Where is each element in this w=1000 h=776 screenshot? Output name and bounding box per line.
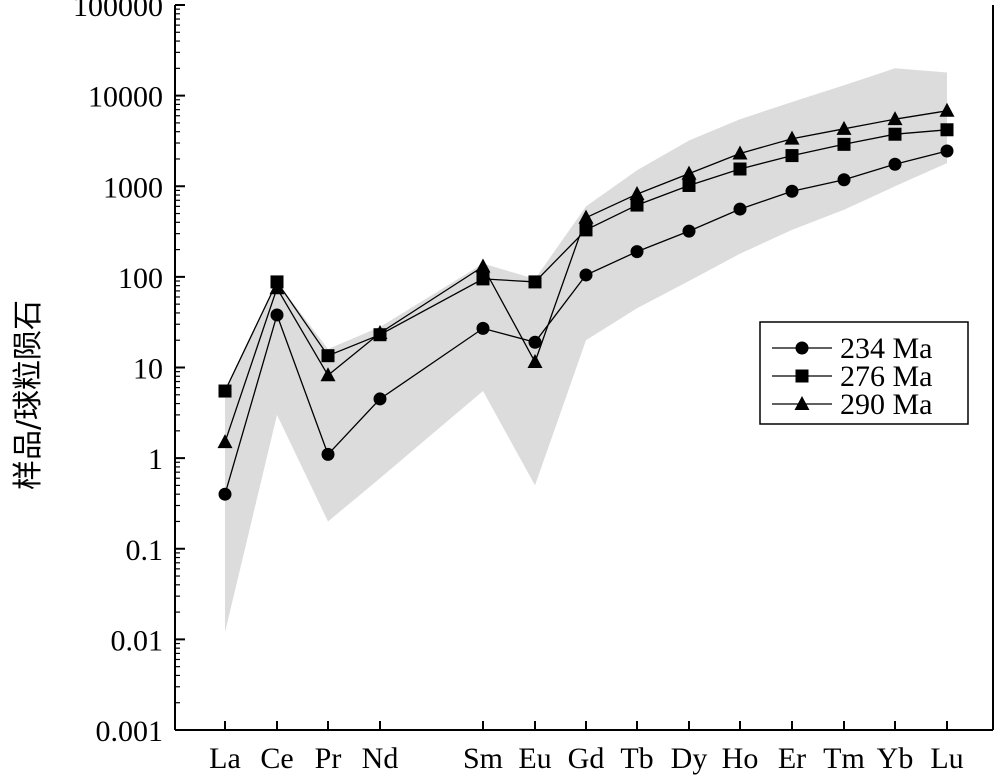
data-point-square (837, 137, 851, 151)
series-line-triangle (224, 110, 948, 443)
data-point-circle (785, 184, 799, 198)
x-tick-label-Dy: Dy (671, 742, 708, 775)
x-tick-label-Er: Er (778, 742, 806, 775)
data-point-square (682, 178, 696, 192)
y-tick-label: 100 (118, 262, 163, 295)
data-point-circle (218, 487, 232, 501)
data-point-circle (682, 224, 696, 238)
data-point-triangle (320, 367, 336, 382)
data-point-triangle (887, 111, 903, 126)
x-tick-label-Eu: Eu (518, 742, 551, 775)
data-point-triangle (475, 258, 491, 273)
data-point-triangle (732, 145, 748, 160)
x-tick-label-Pr: Pr (315, 742, 342, 775)
data-point-circle (476, 321, 490, 335)
x-tick-label-Tb: Tb (620, 742, 653, 775)
data-point-square (528, 275, 542, 289)
x-tick-label-La: La (209, 742, 241, 775)
data-point-triangle (217, 434, 233, 449)
data-point-triangle (578, 209, 594, 224)
y-tick-label: 100000 (73, 0, 163, 23)
data-point-circle (321, 447, 335, 461)
data-point-triangle (784, 130, 800, 145)
data-point-square (218, 384, 232, 398)
data-point-square (476, 272, 490, 286)
legend-label: 290 Ma (840, 388, 933, 421)
x-tick-label-Gd: Gd (568, 742, 605, 775)
y-tick-label: 10 (133, 353, 163, 386)
y-tick-label: 0.001 (96, 715, 164, 748)
y-axis-label: 样品/球粒陨石 (11, 300, 46, 490)
data-point-circle (940, 144, 954, 158)
x-tick-label-Nd: Nd (362, 742, 399, 775)
data-point-circle (373, 392, 387, 406)
y-tick-label: 0.01 (111, 624, 164, 657)
data-point-triangle (269, 280, 285, 295)
y-tick-label: 0.1 (126, 534, 164, 567)
x-tick-label-Lu: Lu (930, 742, 963, 775)
data-point-square (785, 149, 799, 163)
series-line-circle (224, 150, 948, 495)
data-point-square (940, 123, 954, 137)
legend-marker-triangle (794, 396, 810, 410)
x-tick-label-Sm: Sm (463, 742, 503, 775)
data-point-circle (888, 157, 902, 171)
legend-label: 234 Ma (840, 332, 933, 365)
data-point-circle (630, 245, 644, 259)
legend-label: 276 Ma (840, 360, 933, 393)
legend-box (759, 321, 969, 425)
series-layer (217, 102, 955, 501)
data-point-triangle (939, 102, 955, 117)
series-line-square (224, 129, 948, 392)
data-point-circle (270, 308, 284, 322)
data-point-circle (579, 268, 593, 282)
data-point-triangle (681, 165, 697, 180)
x-tick-label-Yb: Yb (877, 742, 914, 775)
legend-marker-square (795, 369, 809, 383)
y-tick-label: 10000 (88, 81, 163, 114)
legend-marker-circle (795, 341, 809, 355)
data-point-circle (837, 173, 851, 187)
y-tick-label: 1 (148, 443, 163, 476)
data-point-square (630, 198, 644, 212)
data-point-square (733, 162, 747, 176)
data-point-triangle (629, 186, 645, 201)
data-point-triangle (527, 353, 543, 368)
data-point-circle (528, 335, 542, 349)
data-point-square (321, 349, 335, 363)
data-point-triangle (836, 120, 852, 135)
axes-layer: 0.001 0.01 0.1 1 10 100 1000 10000 100000 La Ce Pr N… (73, 0, 994, 775)
x-tick-label-Ce: Ce (260, 742, 293, 775)
data-point-circle (733, 202, 747, 216)
envelope-area (225, 68, 947, 633)
data-point-square (888, 127, 902, 141)
x-tick-label-Ho: Ho (722, 742, 759, 775)
x-tick-label-Tm: Tm (823, 742, 865, 775)
envelope-layer (225, 68, 947, 633)
y-tick-label: 1000 (103, 171, 163, 204)
data-point-triangle (372, 325, 388, 340)
